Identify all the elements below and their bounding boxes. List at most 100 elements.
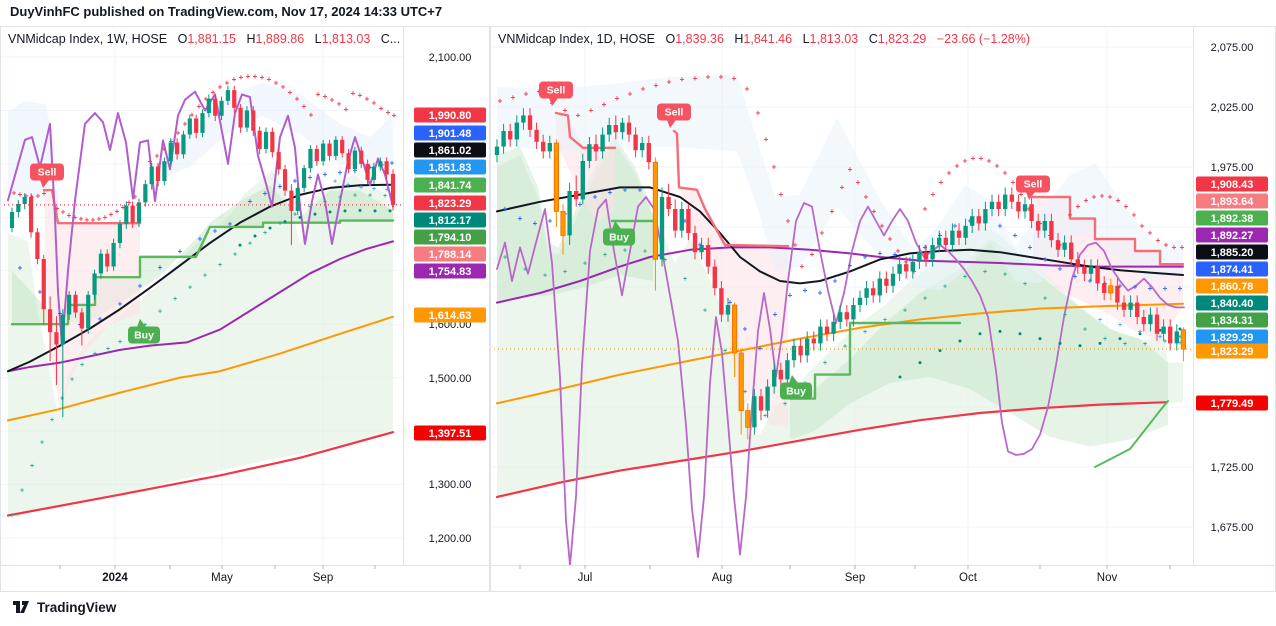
blue-crosses-marker: + [953, 221, 958, 230]
teal-dots-marker [998, 329, 1002, 333]
green-plus-marker: + [93, 351, 97, 358]
sar-marker: + [42, 189, 47, 198]
candle-body [1135, 302, 1140, 317]
candle-body [626, 122, 632, 135]
candle-body [1102, 283, 1107, 293]
sar-marker: + [654, 81, 659, 90]
candle-body [1128, 302, 1133, 310]
sar-marker: + [148, 157, 153, 166]
sar-marker: + [810, 250, 815, 259]
blue-crosses-marker: + [593, 193, 598, 202]
candle-body [321, 143, 326, 162]
svg-text:1,892.38: 1,892.38 [1211, 213, 1254, 225]
price-tag: 1,901.48 [414, 125, 486, 141]
sar-marker: + [1116, 196, 1121, 205]
candle-body [270, 131, 275, 153]
blue-crosses-marker: + [803, 286, 808, 295]
candle-body [308, 148, 313, 169]
blue-crosses-marker: + [503, 205, 508, 214]
price-tag: 1,861.02 [414, 142, 486, 158]
candle-body [194, 118, 199, 133]
candle-body [60, 314, 65, 345]
price-axis-label: 1,500.00 [429, 373, 472, 385]
sar-marker: + [24, 192, 29, 201]
ltblue-plus-marker: + [385, 187, 389, 194]
candle-body [1036, 221, 1041, 231]
sar-marker: + [602, 100, 607, 109]
publish-header: DuyVinhFC published on TradingView.com, … [10, 4, 443, 19]
blue-crosses-marker: + [683, 217, 688, 226]
sar-marker: + [61, 208, 66, 217]
svg-text:1,794.10: 1,794.10 [429, 232, 472, 244]
green-plus-marker: + [1043, 295, 1047, 302]
candle-body [871, 288, 876, 296]
candle-body [1108, 285, 1114, 294]
candle-body [22, 197, 27, 204]
sar-marker: + [1132, 211, 1137, 220]
candle-body [824, 326, 830, 334]
blue-crosses-marker: + [293, 177, 298, 186]
blue-crosses-marker: + [1073, 272, 1078, 281]
sar-marker: + [1076, 202, 1081, 211]
candle-body [864, 288, 869, 298]
svg-text:Sell: Sell [665, 107, 684, 119]
blue-crosses-marker: + [158, 263, 163, 272]
sar-marker: + [628, 89, 633, 98]
green-plus-marker: + [218, 262, 222, 269]
blue-crosses-marker: + [758, 344, 763, 353]
candle-body [111, 242, 116, 267]
candle-body [314, 148, 319, 162]
green-plus-marker: + [703, 307, 707, 314]
time-axis-label: Jul [578, 572, 593, 584]
candle-body [1082, 266, 1087, 274]
teal-dots-marker [978, 332, 982, 336]
candle-body [534, 129, 539, 142]
ltblue-plus-marker: + [333, 179, 337, 186]
time-axis-label: Nov [1097, 572, 1118, 584]
price-axis-label: 1,725.00 [1211, 462, 1254, 474]
candle-body [130, 205, 135, 223]
weekly-chart-title: VNMidcap Index, 1W, HOSE O1,881.15 H1,88… [8, 32, 407, 46]
candle-body [1075, 259, 1080, 267]
green-plus-marker: + [743, 389, 747, 396]
svg-text:Buy: Buy [134, 330, 154, 342]
green-step-b-line [788, 321, 962, 400]
candle-body [976, 216, 981, 224]
green-plus-marker: + [643, 249, 647, 256]
sar-marker: + [176, 128, 181, 137]
ltblue-plus-marker: + [372, 186, 376, 193]
candle-body [996, 201, 1001, 209]
price-tag: 1,794.10 [414, 229, 486, 245]
teal-dots-marker [388, 209, 392, 213]
green-plus-marker: + [118, 339, 122, 346]
candle-body [1055, 240, 1061, 250]
candle-body [640, 143, 645, 151]
sar-marker: + [386, 108, 391, 117]
price-tag: 1,885.20 [1196, 244, 1268, 260]
sar-marker: + [793, 241, 798, 250]
green-plus-marker: + [923, 295, 927, 302]
sar-marker: + [872, 207, 877, 216]
blue-crosses-marker: + [1133, 283, 1138, 292]
sar-marker: + [225, 78, 230, 87]
blue-crosses-marker: + [368, 163, 373, 172]
blue-crosses-marker: + [818, 289, 823, 298]
blue-crosses-marker: + [788, 291, 793, 300]
candle-body [501, 131, 506, 147]
ltblue-plus-marker: + [1138, 329, 1142, 336]
ohlc-open-key: O [665, 32, 676, 46]
green-plus-marker: + [1143, 341, 1147, 348]
sar-marker: + [127, 198, 132, 207]
blue-crosses-marker: + [863, 253, 868, 262]
sar-marker: + [267, 75, 272, 84]
price-tag: 1,840.40 [1196, 295, 1268, 311]
sar-marker: + [1180, 243, 1185, 252]
sar-marker: + [103, 213, 108, 222]
sell-marker: Sell [539, 81, 573, 106]
price-tag: 1,779.49 [1196, 395, 1268, 411]
time-axis-label: Oct [959, 572, 978, 584]
ltblue-plus-marker: + [359, 184, 363, 191]
svg-text:1,754.83: 1,754.83 [429, 266, 472, 278]
blue-crosses-marker: + [1148, 284, 1153, 293]
green-plus-marker: + [233, 251, 237, 258]
